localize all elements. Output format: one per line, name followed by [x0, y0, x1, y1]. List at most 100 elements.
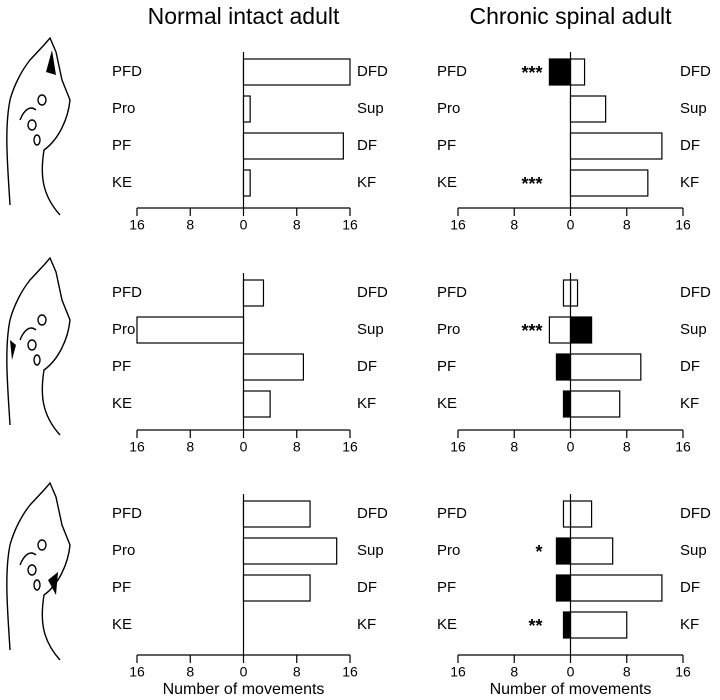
x-tick-label: 8: [510, 439, 518, 455]
x-tick-label: 0: [567, 217, 575, 233]
x-tick-label: 16: [342, 664, 358, 680]
left-label: PFD: [112, 63, 142, 80]
bar: [136, 316, 245, 344]
right-label: KF: [357, 616, 376, 633]
x-tick-label: 16: [450, 217, 466, 233]
column-title: Normal intact adult: [148, 3, 340, 29]
left-label: PF: [112, 358, 131, 375]
significance: *: [535, 542, 542, 562]
right-label: Sup: [357, 100, 384, 117]
right-label: Sup: [357, 321, 384, 338]
x-tick-label: 16: [450, 439, 466, 455]
left-label: Pro: [112, 321, 135, 338]
x-tick-label: 16: [129, 217, 145, 233]
x-tick-label: 8: [623, 217, 631, 233]
x-tick-label: 16: [675, 439, 691, 455]
bar: [242, 95, 251, 123]
right-label: DF: [357, 358, 377, 375]
right-label: KF: [680, 616, 699, 633]
bar: [555, 353, 572, 381]
right-label: DF: [680, 137, 700, 154]
bar: [569, 574, 663, 602]
left-label: Pro: [437, 542, 460, 559]
left-label: PF: [112, 579, 131, 596]
x-axis-label: Number of movements: [490, 681, 652, 698]
bar: [569, 611, 628, 639]
x-tick-label: 16: [129, 439, 145, 455]
left-label: KE: [437, 395, 457, 412]
bar: [562, 611, 572, 639]
bar: [242, 353, 305, 381]
right-label: KF: [357, 174, 376, 191]
bar: [562, 390, 572, 418]
bar: [569, 390, 621, 418]
bar: [242, 279, 265, 307]
right-label: DFD: [357, 284, 388, 301]
x-tick-label: 16: [450, 664, 466, 680]
significance: ***: [521, 174, 542, 194]
x-tick-label: 16: [129, 664, 145, 680]
right-label: KF: [680, 174, 699, 191]
significance: ***: [521, 63, 542, 83]
x-tick-label: 8: [186, 664, 194, 680]
left-label: Pro: [437, 100, 460, 117]
left-label: PFD: [437, 284, 467, 301]
x-tick-label: 8: [510, 664, 518, 680]
bar: [569, 500, 593, 528]
bar: [569, 95, 607, 123]
right-label: DFD: [680, 284, 711, 301]
left-label: PFD: [437, 505, 467, 522]
bar: [562, 500, 572, 528]
x-tick-label: 8: [293, 439, 301, 455]
bar: [569, 279, 579, 307]
left-label: Pro: [112, 542, 135, 559]
left-label: PFD: [112, 284, 142, 301]
bar: [569, 58, 586, 86]
right-label: Sup: [357, 542, 384, 559]
x-tick-label: 16: [675, 217, 691, 233]
left-label: Pro: [112, 100, 135, 117]
bar: [242, 132, 344, 160]
bar: [242, 574, 311, 602]
right-label: KF: [357, 395, 376, 412]
left-label: PF: [437, 358, 456, 375]
left-label: KE: [437, 616, 457, 633]
right-label: DF: [357, 137, 377, 154]
x-tick-label: 16: [675, 664, 691, 680]
bar: [242, 169, 251, 197]
right-label: Sup: [680, 100, 707, 117]
bar: [242, 58, 351, 86]
bar: [569, 316, 593, 344]
bar: [569, 353, 642, 381]
left-label: KE: [112, 395, 132, 412]
bar: [242, 500, 311, 528]
x-tick-label: 8: [510, 217, 518, 233]
x-axis-label: Number of movements: [163, 681, 325, 698]
left-label: PF: [437, 579, 456, 596]
x-tick-label: 16: [342, 439, 358, 455]
bar: [569, 132, 663, 160]
x-tick-label: 0: [240, 664, 248, 680]
x-tick-label: 0: [240, 217, 248, 233]
right-label: DFD: [680, 63, 711, 80]
left-label: KE: [437, 174, 457, 191]
left-label: KE: [112, 174, 132, 191]
right-label: KF: [680, 395, 699, 412]
left-label: PFD: [112, 505, 142, 522]
x-tick-label: 0: [567, 664, 575, 680]
column-title: Chronic spinal adult: [469, 3, 672, 29]
x-tick-label: 8: [623, 439, 631, 455]
significance: ***: [521, 321, 542, 341]
bar: [555, 537, 572, 565]
x-tick-label: 8: [623, 664, 631, 680]
paw-drawing: [6, 36, 71, 661]
bar: [548, 316, 572, 344]
left-label: PF: [112, 137, 131, 154]
right-label: DF: [680, 358, 700, 375]
significance: **: [528, 616, 542, 636]
right-label: DFD: [357, 63, 388, 80]
bar: [562, 279, 572, 307]
x-tick-label: 8: [293, 217, 301, 233]
bar: [242, 390, 271, 418]
